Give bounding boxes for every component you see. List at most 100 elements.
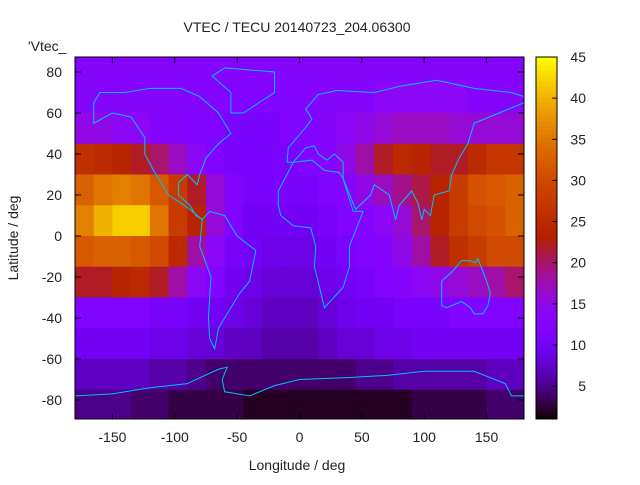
heatmap-cell xyxy=(224,174,244,206)
chart-title: VTEC / TECU 20140723_204.06300 xyxy=(183,19,410,35)
heatmap-cell xyxy=(486,205,506,237)
colorbar-segment xyxy=(536,233,557,239)
heatmap-cell xyxy=(430,113,450,145)
heatmap-cell xyxy=(318,174,338,206)
heatmap-cell xyxy=(467,174,488,206)
colorbar-segment xyxy=(536,193,557,199)
heatmap-cell xyxy=(299,205,319,237)
colorbar-tick-label: 30 xyxy=(570,172,586,188)
heatmap-cell xyxy=(318,57,338,83)
heatmap-cell xyxy=(467,359,488,391)
heatmap-cell xyxy=(262,328,282,360)
heatmap-cell xyxy=(224,328,244,360)
heatmap-cell xyxy=(75,143,95,175)
colorbar-segment xyxy=(536,382,557,388)
heatmap-cell xyxy=(262,57,282,83)
colorbar-tick-label: 40 xyxy=(570,90,586,106)
heatmap-cell xyxy=(112,297,132,329)
heatmap-cell xyxy=(131,82,151,114)
heatmap-cell xyxy=(486,297,506,329)
heatmap-cell xyxy=(149,205,170,237)
heatmap-cell xyxy=(93,389,113,419)
heatmap-cell xyxy=(318,359,338,391)
coastline xyxy=(441,257,491,315)
heatmap-cell xyxy=(411,57,431,83)
coastline xyxy=(75,366,524,397)
heatmap-cell xyxy=(393,205,413,237)
heatmap-cell xyxy=(486,82,506,114)
heatmap-cell xyxy=(430,266,450,298)
x-tick-label: 50 xyxy=(354,429,370,445)
heatmap-cell xyxy=(318,236,338,268)
heatmap-cell xyxy=(467,236,488,268)
heatmap-cell xyxy=(187,236,207,268)
heatmap-cell xyxy=(299,389,319,419)
heatmap-cell xyxy=(449,328,469,360)
heatmap-cell xyxy=(280,57,300,83)
heatmap-cell xyxy=(355,266,375,298)
heatmap-cell xyxy=(280,174,300,206)
heatmap-cell xyxy=(393,359,413,391)
heatmap-cell xyxy=(205,143,226,175)
heatmap-cell xyxy=(467,297,488,329)
heatmap-cell xyxy=(374,236,394,268)
heatmap-cell xyxy=(486,328,506,360)
colorbar-segment xyxy=(536,242,557,247)
heatmap-cell xyxy=(393,266,413,298)
heatmap-cell xyxy=(224,82,244,114)
y-tick-label: -60 xyxy=(42,351,62,367)
colorbar-segment xyxy=(536,181,557,187)
heatmap-cell xyxy=(374,174,394,206)
heatmap-cell xyxy=(336,359,357,391)
heatmap-cell xyxy=(243,266,263,298)
heatmap-cell xyxy=(187,143,207,175)
heatmap-cell xyxy=(467,328,488,360)
heatmap-cell xyxy=(467,143,488,175)
colorbar-segment xyxy=(536,217,557,223)
heatmap-cell xyxy=(411,143,431,175)
colorbar-segment xyxy=(536,258,557,263)
colorbar-segment xyxy=(536,149,557,155)
heatmap-cell xyxy=(336,113,357,145)
heatmap-cell xyxy=(93,143,113,175)
y-tick-label: 80 xyxy=(46,64,62,80)
heatmap-cell xyxy=(299,266,319,298)
heatmap-cell xyxy=(131,389,151,419)
colorbar-segment xyxy=(536,378,557,384)
x-tick-label: 0 xyxy=(296,429,304,445)
colorbar-segment xyxy=(536,410,557,416)
x-axis: -150 -100 -50 0 50 100 150 xyxy=(98,57,498,445)
heatmap-cell xyxy=(505,205,524,237)
heatmap-cell xyxy=(131,113,151,145)
heatmap-cell xyxy=(262,205,282,237)
heatmap-cell xyxy=(299,57,319,83)
heatmap-cell xyxy=(280,359,300,391)
heatmap-cell xyxy=(205,266,226,298)
colorbar-segment xyxy=(536,161,557,167)
heatmap-cell xyxy=(262,359,282,391)
heatmap-cell xyxy=(318,389,338,419)
colorbar-segment xyxy=(536,362,557,368)
heatmap-cell xyxy=(280,236,300,268)
y-tick-label: 0 xyxy=(54,228,62,244)
colorbar-segment xyxy=(536,366,557,372)
y-axis: -80 -60 -40 -20 0 20 40 60 80 xyxy=(42,64,524,408)
heatmap-cell xyxy=(374,82,394,114)
heatmap-cell xyxy=(243,113,263,145)
heatmap-cell xyxy=(393,328,413,360)
heatmap-cell xyxy=(486,359,506,391)
colorbar-segment xyxy=(536,213,557,219)
heatmap-cell xyxy=(411,236,431,268)
colorbar-segment xyxy=(536,398,557,404)
coastline xyxy=(199,210,257,351)
heatmap-cell xyxy=(449,174,469,206)
heatmap-cell xyxy=(243,359,263,391)
colorbar-segment xyxy=(536,117,557,122)
heatmap-cell xyxy=(187,57,207,83)
colorbar-segment xyxy=(536,306,557,311)
colorbar-segment xyxy=(536,278,557,283)
colorbar-segment xyxy=(536,262,557,267)
heatmap-cell xyxy=(374,143,394,175)
heatmap-cell xyxy=(393,113,413,145)
heatmap-cell xyxy=(486,389,506,419)
